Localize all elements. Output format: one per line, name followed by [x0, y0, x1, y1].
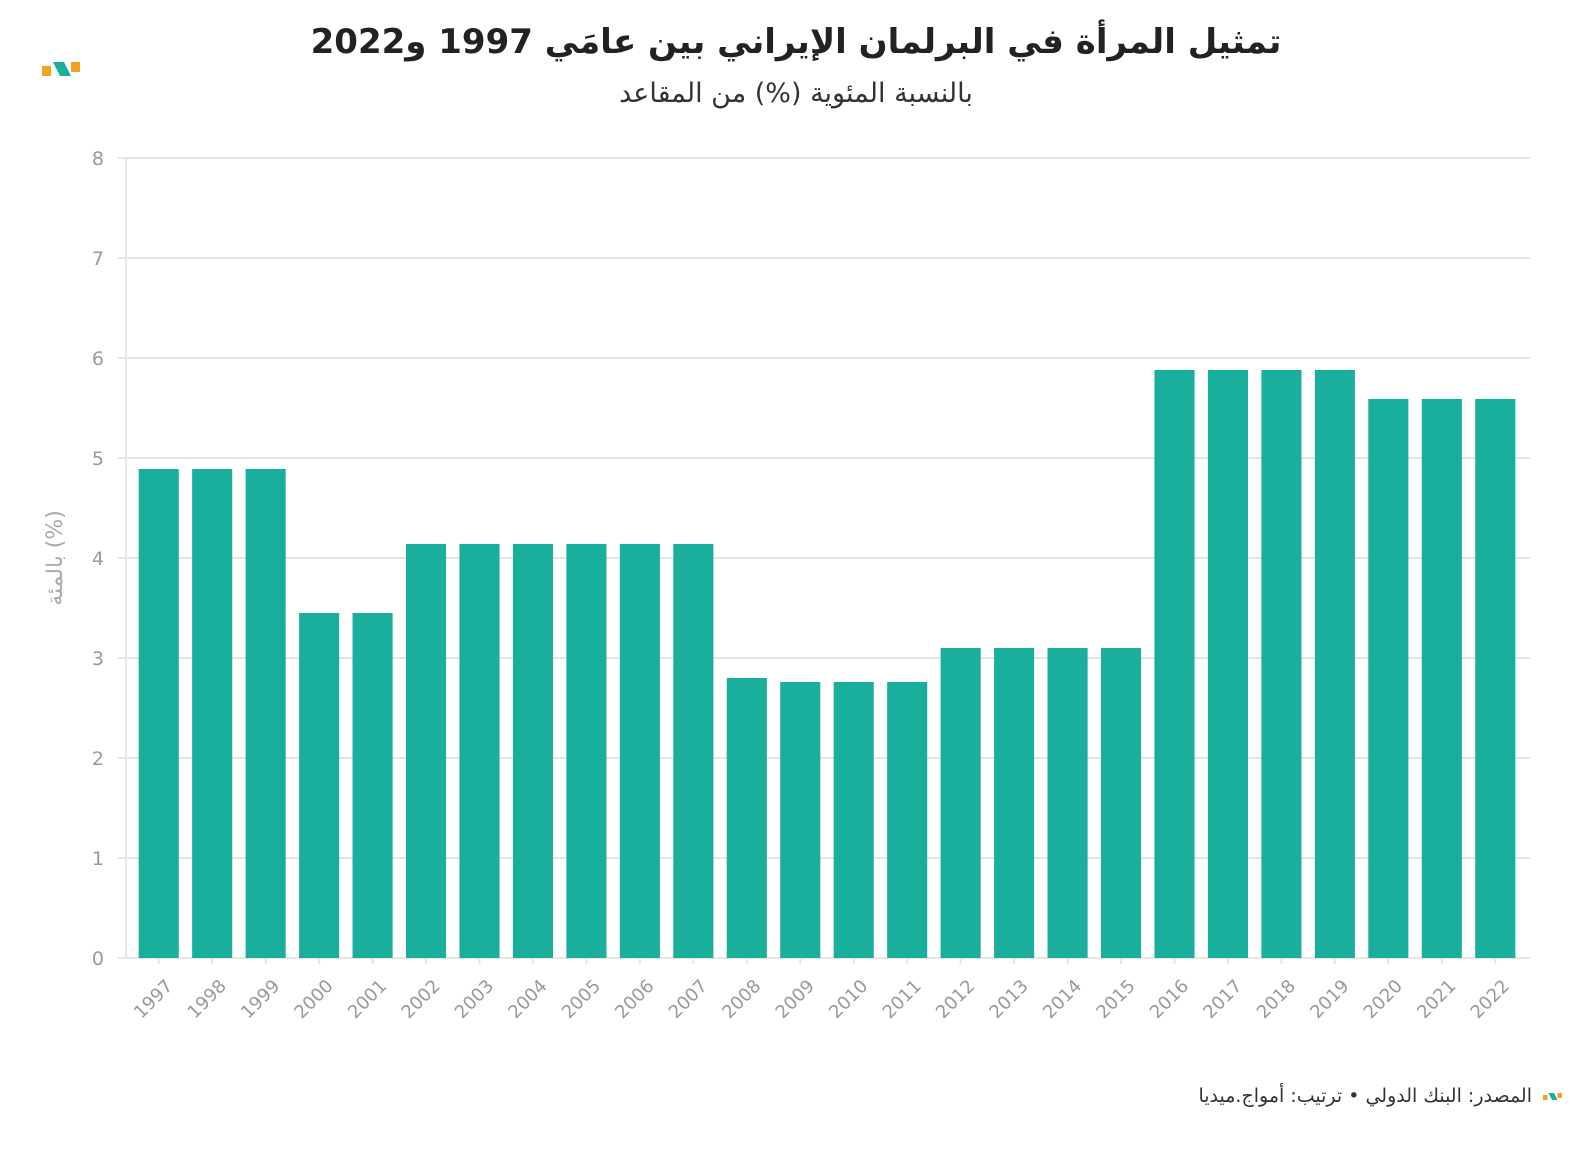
y-tick-label: 8 [92, 148, 104, 170]
bar-2015 [1100, 648, 1142, 958]
x-tick-label: 2021 [1413, 976, 1460, 1023]
x-tick-label: 2009 [772, 976, 819, 1023]
bar-2009 [780, 682, 821, 958]
x-tick-label: 2018 [1253, 976, 1300, 1023]
bar-2000 [299, 613, 340, 958]
x-tick-label: 1997 [130, 976, 177, 1023]
y-tick-label: 4 [92, 548, 104, 570]
bar-2018 [1261, 370, 1302, 958]
bar-1999 [245, 469, 286, 958]
y-tick-label: 1 [92, 848, 104, 870]
x-tick-label: 1999 [237, 976, 284, 1023]
bar-2001 [352, 613, 393, 958]
x-tick-label: 2008 [718, 976, 765, 1023]
x-tick-label: 2003 [451, 976, 498, 1023]
y-tick-label: 0 [92, 948, 104, 970]
y-tick-label: 2 [92, 748, 104, 770]
bar-2011 [887, 682, 928, 958]
x-tick-label: 2019 [1306, 976, 1353, 1023]
y-tick-label: 6 [92, 348, 104, 370]
bar-2013 [994, 648, 1035, 958]
bar-2022 [1475, 399, 1516, 958]
x-tick-label: 2006 [611, 976, 658, 1023]
bar-2021 [1421, 399, 1462, 958]
bar-2019 [1314, 370, 1355, 958]
bar-2020 [1368, 399, 1409, 958]
brand-logo-icon [42, 62, 80, 76]
x-tick-label: 2012 [932, 976, 979, 1023]
x-tick-label: 2013 [985, 976, 1032, 1023]
x-tick-label: 2014 [1039, 976, 1086, 1023]
bar-2006 [619, 544, 660, 958]
x-tick-label: 2022 [1467, 976, 1514, 1023]
x-tick-label: 2004 [504, 976, 551, 1023]
bar-2002 [405, 544, 447, 958]
y-tick-label: 5 [92, 448, 104, 470]
y-tick-label: 7 [92, 248, 104, 270]
x-tick-label: 2007 [665, 976, 712, 1023]
x-tick-label: 2020 [1360, 976, 1407, 1023]
x-tick-label: 2016 [1146, 976, 1193, 1023]
chart-subtitle: بالنسبة المئوية (%) من المقاعد [619, 78, 973, 109]
x-tick-label: 2005 [558, 976, 605, 1023]
x-tick-label: 2011 [879, 976, 926, 1023]
y-tick-label: 3 [92, 648, 104, 670]
x-tick-label: 2002 [397, 976, 444, 1023]
bar-2004 [512, 544, 554, 958]
bar-2010 [833, 682, 874, 958]
bar-1997 [138, 469, 179, 958]
bar-2017 [1207, 370, 1249, 958]
y-axis-ticks: 0 1 2 3 4 5 6 7 8 [92, 148, 104, 970]
bar-2012 [940, 648, 981, 958]
source-note: المصدر: البنك الدولي • ترتيب: أمواج.ميدي… [1198, 1085, 1532, 1107]
x-tick-label: 1998 [184, 976, 231, 1023]
x-tick-label: 2015 [1092, 976, 1139, 1023]
bar-1998 [192, 469, 233, 958]
x-tick-label: 2017 [1199, 976, 1246, 1023]
bar-2008 [726, 678, 767, 958]
x-axis-ticks: 1997 1998 1999 2000 2001 2002 2003 2004 2005 2006… [130, 958, 1514, 1023]
bars [138, 370, 1516, 958]
footer-logo-icon [1543, 1093, 1562, 1100]
bar-2003 [459, 544, 500, 958]
y-axis-label: بالمئة (%) [43, 510, 68, 606]
bar-2005 [566, 544, 607, 958]
bar-2007 [673, 544, 714, 958]
x-tick-label: 2010 [825, 976, 872, 1023]
chart-title: تمثيل المرأة في البرلمان الإيراني بين عا… [310, 22, 1282, 62]
bar-2016 [1154, 370, 1195, 958]
x-tick-label: 2001 [344, 976, 391, 1023]
bar-2014 [1047, 648, 1088, 958]
x-tick-label: 2000 [290, 976, 337, 1023]
